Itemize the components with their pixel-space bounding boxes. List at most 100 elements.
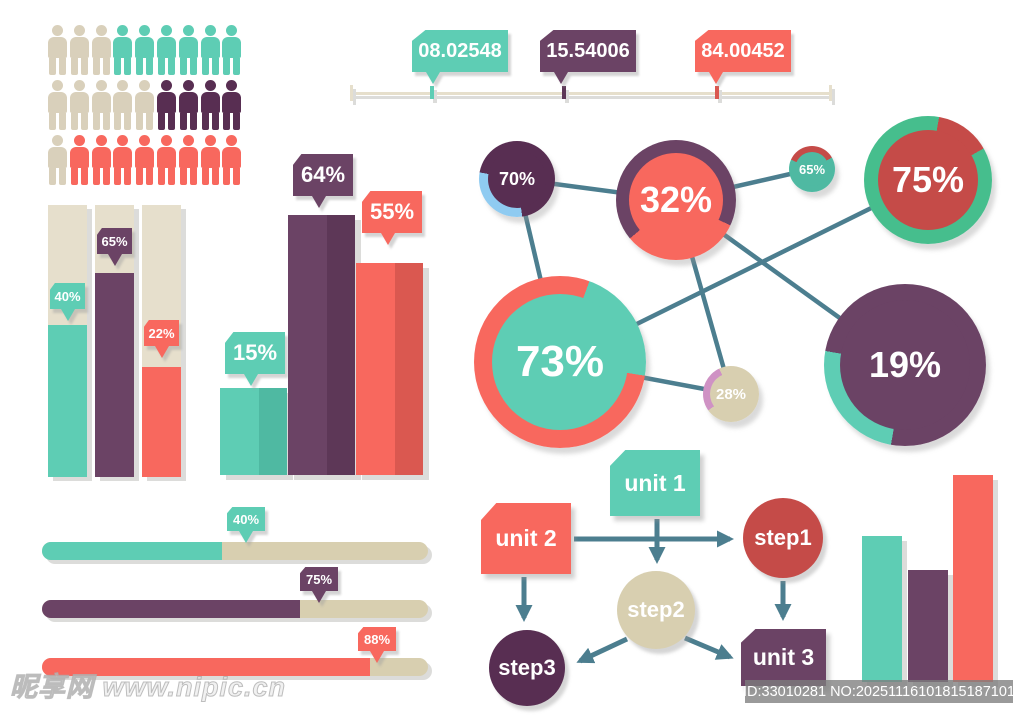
mini-bar bbox=[908, 570, 948, 682]
person-torso bbox=[200, 147, 220, 168]
person-leg bbox=[211, 168, 219, 185]
column-bar bbox=[288, 215, 355, 475]
person-legs bbox=[135, 113, 154, 130]
person-head bbox=[204, 25, 216, 36]
person-icon bbox=[222, 135, 242, 186]
person-torso bbox=[157, 147, 176, 168]
person-leg bbox=[102, 113, 110, 130]
column-label-flag-body: 55% bbox=[362, 191, 422, 233]
person-torso bbox=[91, 147, 111, 168]
timeline-tick bbox=[430, 86, 434, 99]
person-leg bbox=[59, 113, 66, 130]
person-torso bbox=[178, 147, 198, 168]
watermark-id-strip: ID:33010281 NO:20251116101815187101 bbox=[743, 680, 1015, 703]
flow-node-unit2: unit 2 bbox=[481, 503, 571, 574]
mini-bar bbox=[953, 475, 993, 682]
person-head bbox=[95, 25, 107, 36]
person-icon bbox=[157, 135, 176, 186]
person-head bbox=[52, 25, 63, 36]
person-leg bbox=[136, 113, 144, 130]
person-torso bbox=[91, 92, 111, 113]
column-bar bbox=[220, 388, 287, 475]
column-label-flag-body: 64% bbox=[293, 154, 353, 196]
person-legs bbox=[179, 58, 198, 75]
person-leg bbox=[59, 168, 66, 185]
person-torso bbox=[69, 147, 89, 168]
person-head bbox=[95, 135, 107, 146]
person-legs bbox=[48, 113, 67, 130]
person-leg bbox=[211, 58, 219, 75]
hbar-label-flag-body: 40% bbox=[227, 507, 265, 531]
person-torso bbox=[113, 37, 133, 58]
person-torso bbox=[91, 37, 111, 58]
person-legs bbox=[222, 168, 241, 185]
person-leg bbox=[80, 113, 88, 130]
person-legs bbox=[157, 113, 176, 130]
person-icon bbox=[135, 25, 155, 76]
person-head bbox=[52, 135, 63, 146]
timeline-tick bbox=[562, 86, 566, 99]
person-leg bbox=[124, 168, 132, 185]
flowchart-arrow bbox=[684, 635, 734, 660]
person-legs bbox=[113, 113, 132, 130]
person-legs bbox=[222, 58, 241, 75]
person-head bbox=[117, 80, 129, 91]
person-head bbox=[52, 80, 63, 91]
person-head bbox=[139, 135, 151, 146]
column-label-flag: 15% bbox=[225, 332, 285, 386]
person-torso bbox=[200, 92, 220, 113]
person-leg bbox=[114, 58, 122, 75]
person-leg bbox=[201, 58, 209, 75]
hbar-fill bbox=[42, 658, 370, 676]
person-icon bbox=[157, 80, 176, 131]
person-head bbox=[73, 80, 85, 91]
person-torso bbox=[135, 147, 155, 168]
person-leg bbox=[114, 113, 122, 130]
person-leg bbox=[179, 58, 187, 75]
mini-bar bbox=[862, 536, 902, 682]
hbar-label-flag-pointer bbox=[239, 531, 253, 543]
person-torso bbox=[69, 37, 89, 58]
timeline-endcap bbox=[829, 85, 832, 101]
person-torso bbox=[222, 37, 242, 58]
vbar-label-flag-body: 40% bbox=[50, 283, 85, 309]
person-head bbox=[204, 135, 216, 146]
donut-node-28: 28% bbox=[703, 366, 759, 422]
timeline-value-flag-pointer bbox=[554, 72, 568, 84]
vbar-fill bbox=[48, 325, 87, 477]
vbar-label-flag-pointer bbox=[108, 254, 122, 266]
person-torso bbox=[178, 37, 198, 58]
person-legs bbox=[48, 58, 67, 75]
vbar-fill bbox=[142, 367, 181, 477]
person-torso bbox=[135, 92, 155, 113]
donut-value-label: 19% bbox=[840, 300, 970, 430]
person-leg bbox=[136, 168, 144, 185]
person-head bbox=[117, 135, 129, 146]
person-head bbox=[226, 25, 238, 36]
vbar-label-flag: 22% bbox=[144, 320, 179, 358]
timeline-value-flag-body: 15.54006 bbox=[540, 30, 636, 72]
person-leg bbox=[49, 168, 56, 185]
person-leg bbox=[70, 58, 78, 75]
flow-node-step3: step3 bbox=[489, 630, 565, 706]
person-legs bbox=[179, 168, 198, 185]
person-leg bbox=[70, 168, 78, 185]
person-head bbox=[182, 25, 194, 36]
person-leg bbox=[223, 113, 231, 130]
flow-node-unit3: unit 3 bbox=[741, 629, 826, 686]
timeline-endcap bbox=[350, 85, 353, 101]
person-legs bbox=[92, 58, 111, 75]
person-icon bbox=[113, 135, 133, 186]
person-icon bbox=[113, 25, 133, 76]
person-head bbox=[139, 25, 151, 36]
timeline-value-flag-body: 84.00452 bbox=[695, 30, 791, 72]
column-label-flag: 64% bbox=[293, 154, 353, 208]
person-leg bbox=[146, 168, 154, 185]
person-icon bbox=[135, 135, 155, 186]
person-leg bbox=[233, 168, 241, 185]
person-leg bbox=[59, 58, 66, 75]
person-torso bbox=[135, 37, 155, 58]
person-icon bbox=[91, 25, 111, 76]
timeline-tick bbox=[715, 86, 719, 99]
donut-value-label: 32% bbox=[629, 153, 723, 247]
